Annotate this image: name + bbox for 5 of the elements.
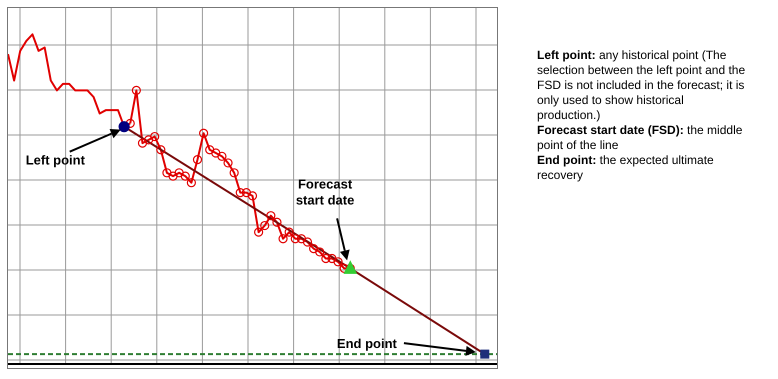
text: Left point: any historical point (The selection between the left point and the FSD is not included in the forecast; it is only used to show historical production.) (537, 48, 746, 122)
text: End point: the expected ultimate recovery (537, 153, 714, 182)
annotation: Forecast start date (296, 176, 354, 208)
annotation: End point (336, 336, 398, 352)
annotation: Left point (26, 152, 86, 168)
